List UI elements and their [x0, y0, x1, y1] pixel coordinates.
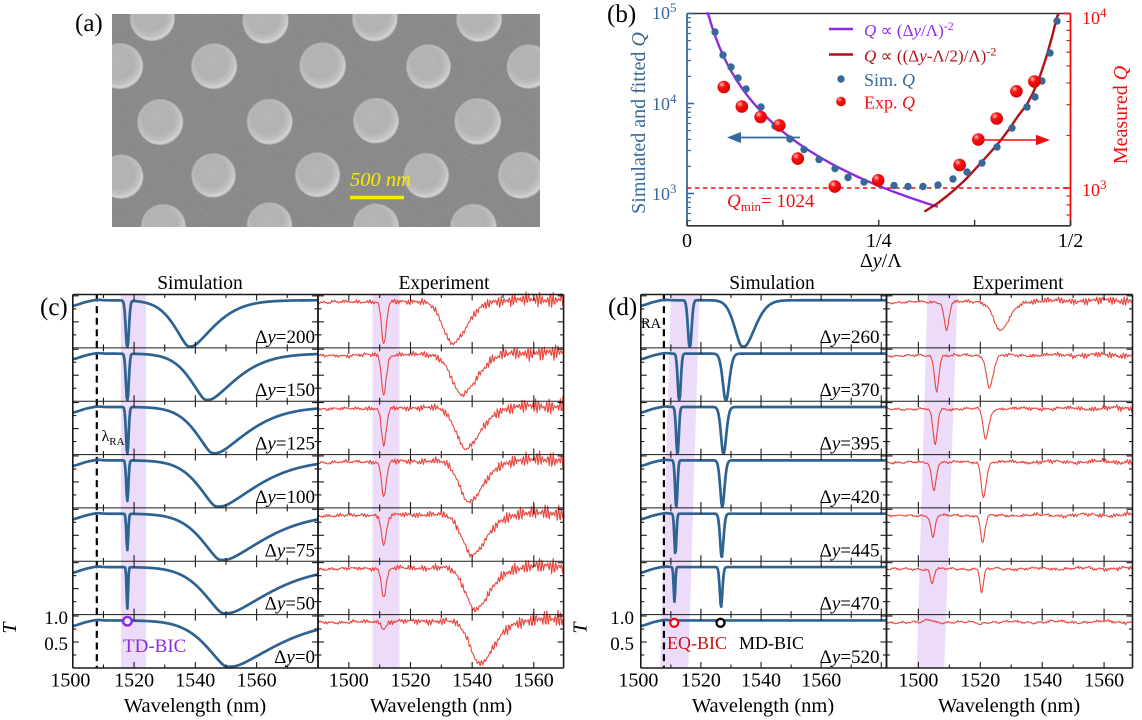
svg-text:T: T: [570, 621, 592, 634]
svg-text:1520: 1520: [960, 670, 1000, 692]
svg-text:1560: 1560: [1084, 670, 1124, 692]
svg-text:Δy=125: Δy=125: [255, 434, 315, 455]
svg-text:1560: 1560: [514, 670, 554, 692]
svg-text:1520: 1520: [114, 670, 154, 692]
svg-text:Δy=520: Δy=520: [820, 647, 880, 668]
svg-text:Δy=0: Δy=0: [274, 647, 315, 668]
svg-text:Exp. Q: Exp. Q: [864, 93, 915, 113]
svg-text:500 nm: 500 nm: [350, 169, 411, 191]
svg-text:T: T: [0, 621, 21, 634]
svg-text:Δy=445: Δy=445: [820, 540, 880, 561]
svg-text:103: 103: [652, 181, 677, 204]
svg-text:1.0: 1.0: [44, 608, 68, 629]
svg-text:1540: 1540: [452, 670, 492, 692]
svg-text:1500: 1500: [329, 670, 369, 692]
svg-text:Q ∝ ((Δy-Λ/2)/Λ)-2: Q ∝ ((Δy-Λ/2)/Λ)-2: [864, 45, 996, 66]
svg-text:1/2: 1/2: [1058, 230, 1084, 252]
svg-text:1540: 1540: [1022, 670, 1062, 692]
svg-text:Simulation: Simulation: [729, 273, 815, 294]
svg-text:Δy=370: Δy=370: [820, 380, 880, 401]
svg-text:1560: 1560: [237, 670, 277, 692]
svg-text:1540: 1540: [175, 670, 215, 692]
svg-text:Qmin= 1024: Qmin= 1024: [727, 191, 815, 214]
svg-text:Δy=100: Δy=100: [255, 487, 315, 508]
svg-text:Measured Q: Measured Q: [1110, 65, 1132, 164]
svg-text:1500: 1500: [50, 670, 90, 692]
svg-text:103: 103: [1082, 177, 1107, 200]
svg-text:Δy/Λ: Δy/Λ: [860, 250, 902, 272]
svg-text:1/4: 1/4: [866, 230, 892, 252]
svg-text:104: 104: [652, 91, 677, 114]
svg-text:1.0: 1.0: [610, 608, 634, 629]
svg-text:104: 104: [1082, 5, 1107, 28]
svg-text:Simulated and fitted Q: Simulated and fitted Q: [628, 32, 650, 214]
svg-text:RA: RA: [641, 316, 662, 332]
svg-text:(a): (a): [75, 10, 103, 37]
svg-text:Wavelength (nm): Wavelength (nm): [370, 695, 512, 717]
svg-text:Wavelength (nm): Wavelength (nm): [692, 695, 834, 717]
svg-text:Simulation: Simulation: [157, 273, 243, 294]
svg-text:0: 0: [682, 230, 692, 252]
svg-text:1520: 1520: [681, 670, 721, 692]
svg-text:MD-BIC: MD-BIC: [739, 633, 804, 653]
svg-text:Experiment: Experiment: [399, 273, 491, 294]
svg-text:Δy=200: Δy=200: [255, 327, 315, 348]
svg-text:Experiment: Experiment: [973, 273, 1065, 294]
svg-text:Δy=395: Δy=395: [820, 434, 880, 455]
svg-text:0.5: 0.5: [610, 634, 634, 655]
svg-text:Δy=150: Δy=150: [255, 380, 315, 401]
svg-text:1560: 1560: [801, 670, 841, 692]
svg-text:1500: 1500: [618, 670, 658, 692]
svg-text:1520: 1520: [391, 670, 431, 692]
svg-text:1540: 1540: [741, 670, 781, 692]
svg-text:Δy=50: Δy=50: [265, 594, 315, 615]
svg-text:1500: 1500: [898, 670, 938, 692]
svg-text:Δy=420: Δy=420: [820, 487, 880, 508]
svg-text:EQ-BIC: EQ-BIC: [667, 633, 727, 653]
svg-text:Sim. Q: Sim. Q: [864, 70, 915, 90]
svg-text:Wavelength (nm): Wavelength (nm): [938, 695, 1080, 717]
svg-text:Q ∝ (Δy/Λ)-2: Q ∝ (Δy/Λ)-2: [864, 19, 954, 40]
svg-text:0.5: 0.5: [44, 634, 68, 655]
svg-text:Δy=470: Δy=470: [820, 594, 880, 615]
svg-text:TD-BIC: TD-BIC: [123, 636, 186, 657]
svg-text:Wavelength (nm): Wavelength (nm): [124, 695, 266, 717]
svg-text:105: 105: [652, 0, 677, 23]
svg-text:(c): (c): [40, 294, 68, 321]
svg-text:(d): (d): [608, 294, 637, 321]
svg-text:Δy=75: Δy=75: [265, 540, 315, 561]
svg-text:Δy=260: Δy=260: [820, 327, 880, 348]
svg-text:(b): (b): [607, 1, 636, 28]
